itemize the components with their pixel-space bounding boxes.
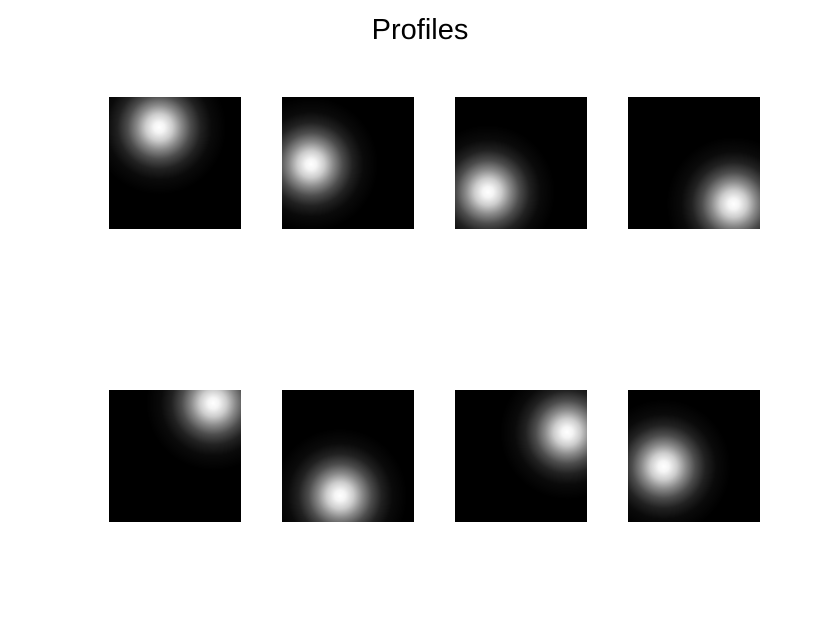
profile-image [455, 390, 587, 522]
profile-panel-1-2 [282, 97, 414, 229]
profile-blob [455, 97, 587, 229]
profile-panel-1-3 [455, 97, 587, 229]
profile-blob [109, 97, 241, 229]
profile-image [109, 97, 241, 229]
profile-image [628, 97, 760, 229]
profile-blob [628, 97, 760, 229]
profile-blob [109, 390, 241, 522]
profile-image [282, 390, 414, 522]
profile-blob [282, 390, 414, 522]
profile-panel-1-4 [628, 97, 760, 229]
profile-image [628, 390, 760, 522]
chart-title: Profiles [371, 14, 469, 46]
profile-panel-2-4 [628, 390, 760, 522]
profile-panel-2-3 [455, 390, 587, 522]
profile-image [455, 97, 587, 229]
profile-blob [455, 390, 587, 522]
profile-image [282, 97, 414, 229]
profile-panel-1-1 [109, 97, 241, 229]
profile-panel-2-1 [109, 390, 241, 522]
profile-blob [628, 390, 760, 522]
profile-blob [282, 97, 414, 229]
profile-panel-2-2 [282, 390, 414, 522]
profile-image [109, 390, 241, 522]
